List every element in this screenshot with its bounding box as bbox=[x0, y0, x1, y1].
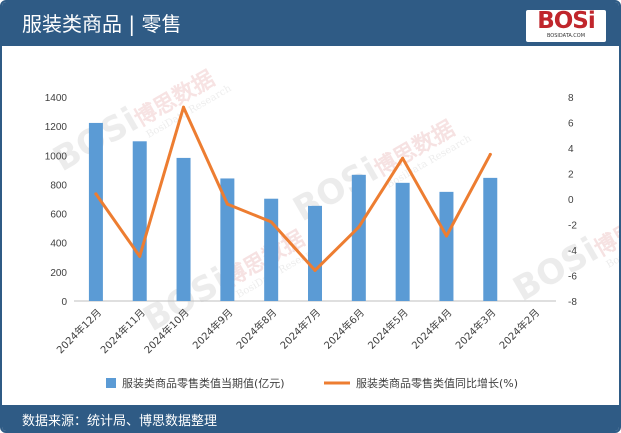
bar bbox=[439, 191, 454, 301]
legend-label-bar: 服装类商品零售类值当期值(亿元) bbox=[122, 376, 285, 390]
y-right-tick-label: -6 bbox=[568, 272, 577, 283]
y-right-tick-label: -4 bbox=[568, 246, 577, 257]
x-tick-label: 2024年2月 bbox=[496, 306, 542, 352]
data-source: 数据来源：统计局、博思数据整理 bbox=[22, 414, 218, 429]
line-point bbox=[182, 105, 186, 109]
line-point bbox=[225, 202, 229, 206]
line-point bbox=[269, 220, 273, 224]
line-point bbox=[444, 234, 448, 238]
line-point bbox=[401, 156, 405, 160]
line-point bbox=[94, 192, 98, 196]
y-right-tick-label: 4 bbox=[568, 144, 574, 155]
line-point bbox=[357, 225, 361, 229]
y-left-tick-label: 600 bbox=[50, 210, 67, 221]
x-tick-label: 2024年8月 bbox=[233, 306, 279, 352]
brand-logo: BOSi BOSIDATA.COM bbox=[526, 8, 606, 42]
bar bbox=[264, 198, 279, 301]
line-point bbox=[313, 268, 317, 272]
page-title: 服装类商品 | 零售 bbox=[22, 12, 182, 36]
y-left-tick-label: 800 bbox=[50, 180, 67, 191]
y-left-tick-label: 1000 bbox=[45, 151, 68, 162]
y-right-tick-label: -2 bbox=[568, 221, 577, 232]
logo-subtext: BOSIDATA.COM bbox=[546, 33, 586, 39]
y-right-tick-label: -8 bbox=[568, 297, 577, 308]
x-tick-label: 2024年6月 bbox=[321, 306, 367, 352]
legend-swatch-bar bbox=[106, 378, 116, 388]
x-tick-label: 2024年12月 bbox=[54, 306, 104, 356]
y-left-tick-label: 400 bbox=[50, 239, 67, 250]
line-point bbox=[138, 254, 142, 258]
bar bbox=[220, 178, 235, 301]
logo-text: BOSi bbox=[537, 8, 596, 34]
bar bbox=[483, 177, 498, 301]
bar bbox=[308, 205, 322, 301]
y-right-tick-label: 8 bbox=[568, 93, 574, 104]
y-right-tick-label: 2 bbox=[568, 170, 574, 181]
bar bbox=[132, 141, 147, 301]
y-left-tick-label: 1200 bbox=[45, 122, 68, 133]
header-bar: 服装类商品 | 零售 BOSi BOSIDATA.COM bbox=[2, 2, 619, 46]
x-tick-label: 2024年4月 bbox=[409, 306, 455, 352]
bar bbox=[351, 174, 366, 301]
footer-bar: 数据来源：统计局、博思数据整理 bbox=[2, 405, 619, 431]
bar bbox=[88, 122, 103, 302]
bar bbox=[395, 182, 410, 301]
line-series bbox=[94, 105, 492, 272]
y-right-tick-label: 6 bbox=[568, 119, 574, 130]
x-tick-label: 2024年11月 bbox=[98, 306, 148, 356]
x-tick-label: 2024年3月 bbox=[453, 306, 499, 352]
y-left-tick-label: 1400 bbox=[45, 93, 68, 104]
y-right-tick-label: 0 bbox=[568, 195, 574, 206]
x-tick-label: 2024年7月 bbox=[277, 306, 323, 352]
x-tick-label: 2024年5月 bbox=[365, 306, 411, 352]
y-left-tick-label: 0 bbox=[61, 297, 67, 308]
bar bbox=[176, 157, 191, 301]
line-point bbox=[488, 152, 492, 156]
y-left-tick-label: 200 bbox=[50, 268, 67, 279]
legend-label-line: 服装类商品零售类值同比增长(%) bbox=[356, 376, 518, 390]
